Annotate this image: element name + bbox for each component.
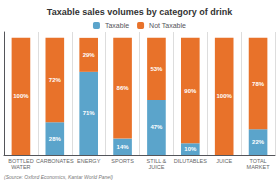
- svg-text:WATER: WATER: [11, 164, 30, 170]
- svg-text:22%: 22%: [252, 139, 265, 145]
- svg-text:JUICE: JUICE: [216, 158, 232, 164]
- svg-text:CARBONATES: CARBONATES: [36, 158, 74, 164]
- svg-text:JUICE: JUICE: [148, 164, 164, 170]
- svg-text:53%: 53%: [150, 66, 163, 72]
- svg-text:14%: 14%: [117, 144, 130, 150]
- svg-text:72%: 72%: [49, 77, 62, 83]
- svg-text:SPORTS: SPORTS: [111, 158, 134, 164]
- svg-text:Taxable sales volumes by categ: Taxable sales volumes by category of dri…: [47, 7, 233, 17]
- svg-text:Not Taxable: Not Taxable: [149, 22, 186, 29]
- svg-text:DILUTABLES: DILUTABLES: [174, 158, 208, 164]
- svg-text:10%: 10%: [184, 146, 197, 152]
- svg-text:(Source: Oxford Economics, Kan: (Source: Oxford Economics, Kantar World …: [4, 174, 113, 180]
- svg-text:86%: 86%: [117, 85, 130, 91]
- svg-text:28%: 28%: [49, 136, 62, 142]
- svg-text:100%: 100%: [217, 93, 233, 99]
- svg-text:MARKET: MARKET: [247, 164, 271, 170]
- svg-text:ENERGY: ENERGY: [77, 158, 101, 164]
- svg-text:71%: 71%: [83, 110, 96, 116]
- svg-text:78%: 78%: [252, 81, 265, 87]
- svg-text:90%: 90%: [184, 88, 197, 94]
- svg-text:BOTTLED: BOTTLED: [8, 158, 34, 164]
- svg-text:47%: 47%: [150, 124, 163, 130]
- svg-text:29%: 29%: [83, 52, 96, 58]
- svg-text:TOTAL: TOTAL: [249, 158, 267, 164]
- svg-text:100%: 100%: [13, 93, 29, 99]
- svg-text:STILL &: STILL &: [146, 158, 167, 164]
- svg-text:Taxable: Taxable: [105, 22, 129, 29]
